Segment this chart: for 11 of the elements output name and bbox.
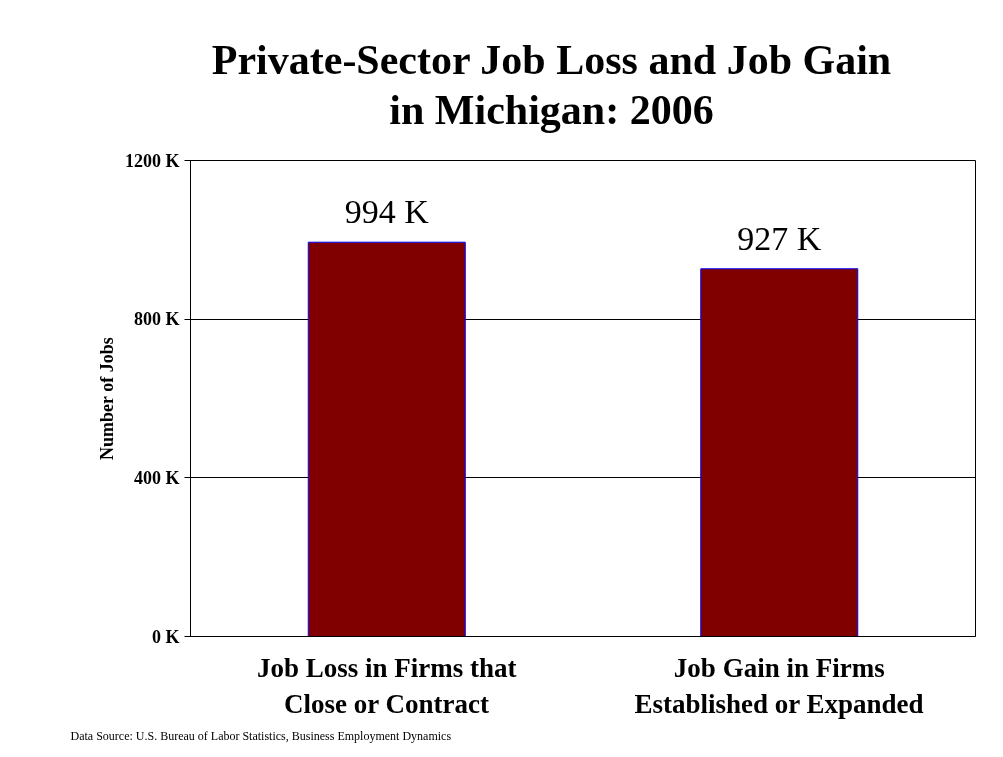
data-label: 927 K xyxy=(737,219,822,257)
y-tick-label: 0 K xyxy=(152,626,180,647)
y-tick-label: 1200 K xyxy=(125,150,180,171)
y-tick-label: 400 K xyxy=(134,467,180,488)
chart-title: Private-Sector Job Loss and Job Gain in Michigan: 2006 xyxy=(211,36,892,136)
x-tick-label: Job Loss in Firms that Close or Contract xyxy=(256,652,517,719)
y-axis-title: Number of Jobs xyxy=(97,337,117,460)
data-label: 994 K xyxy=(344,193,430,231)
y-tick-label: 800 K xyxy=(134,309,180,330)
x-tick-label: Job Gain in Firms Established or Expanded xyxy=(634,652,924,719)
source-note: Data Source: U.S. Bureau of Labor Statistics, Business Employment Dynamics xyxy=(70,728,452,743)
